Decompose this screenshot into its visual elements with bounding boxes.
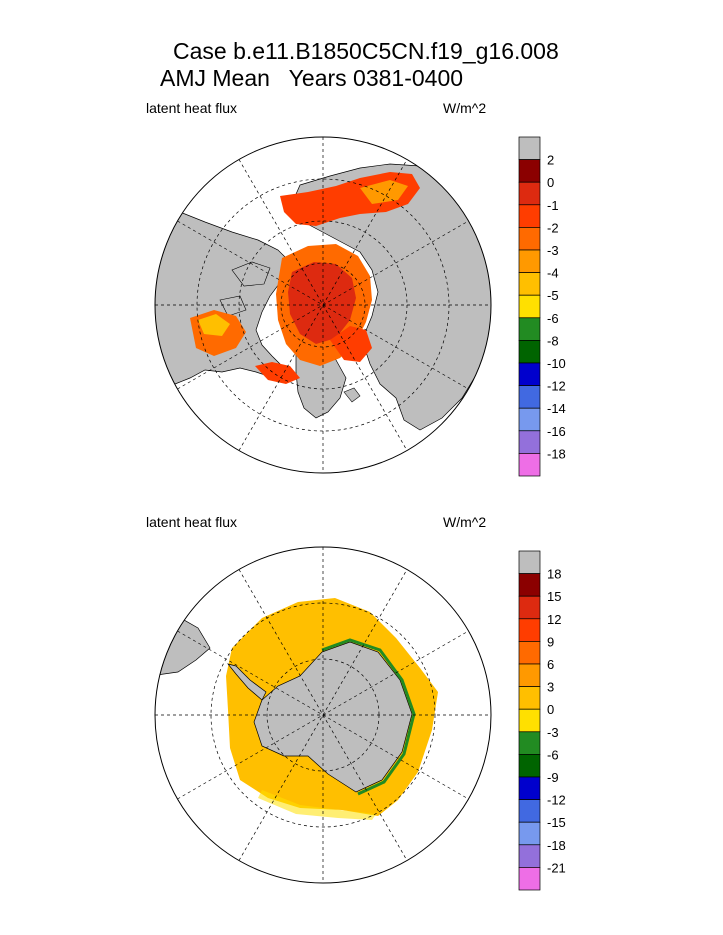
north-colorbar-tick-label-0: 2 bbox=[547, 153, 554, 168]
north-colorbar-box-10 bbox=[518, 362, 541, 386]
north-land-iceland bbox=[343, 387, 361, 403]
north-colorbar-tick-label-4: -3 bbox=[547, 243, 559, 258]
north-colorbar-box-3 bbox=[518, 204, 541, 228]
north-flux-kara-patch bbox=[360, 180, 408, 204]
south-colorbar-tick-label-1: 15 bbox=[547, 589, 561, 604]
north-colorbar-box-8 bbox=[518, 317, 541, 341]
south-land-antarctic-peninsula bbox=[227, 663, 267, 701]
south-colorbar-box-13 bbox=[518, 844, 541, 868]
north-map-border bbox=[154, 136, 492, 474]
south-colorbar-tick-label-10: -12 bbox=[547, 793, 566, 808]
south-colorbar-tick-label-9: -9 bbox=[547, 770, 559, 785]
north-flux-hudson bbox=[198, 314, 230, 336]
north-colorbar-box-6 bbox=[518, 272, 541, 296]
south-colorbar-box-1 bbox=[518, 573, 541, 597]
plot-title-line-1: Case b.e11.B1850C5CN.f19_g16.008 bbox=[173, 38, 559, 64]
south-colorbar-box-9 bbox=[518, 754, 541, 778]
plot-title-line-2: AMJ Mean Years 0381-0400 bbox=[160, 65, 464, 91]
north-colorbar-box-1 bbox=[518, 159, 541, 183]
south-flux-coastal-green bbox=[321, 638, 416, 796]
south-colorbar-box-4 bbox=[518, 641, 541, 665]
north-flux-greenland-sea bbox=[330, 326, 372, 362]
south-colorbar-tick-label-5: 3 bbox=[547, 680, 554, 695]
north-colorbar-tick-label-13: -18 bbox=[547, 446, 566, 461]
south-units-label: W/m^2 bbox=[443, 514, 487, 530]
south-colorbar-box-5 bbox=[518, 663, 541, 687]
north-colorbar-box-2 bbox=[518, 181, 541, 206]
north-colorbar-box-11 bbox=[518, 385, 541, 409]
north-colorbar-box-7 bbox=[518, 294, 541, 319]
north-colorbar-box-0 bbox=[518, 136, 541, 160]
north-colorbar-box-13 bbox=[518, 430, 541, 454]
south-colorbar-box-8 bbox=[518, 731, 541, 755]
north-colorbar-tick-label-1: 0 bbox=[547, 175, 554, 190]
south-colorbar-tick-label-6: 0 bbox=[547, 702, 554, 717]
north-colorbar-tick-label-11: -14 bbox=[547, 401, 566, 416]
south-map-border bbox=[154, 546, 492, 884]
north-colorbar-tick-label-2: -1 bbox=[547, 198, 559, 213]
north-colorbar-tick-label-12: -16 bbox=[547, 424, 566, 439]
south-colorbar-box-7 bbox=[518, 708, 541, 733]
south-colorbar-tick-label-8: -6 bbox=[547, 747, 559, 762]
south-colorbar-tick-label-4: 6 bbox=[547, 657, 554, 672]
south-colorbar-box-3 bbox=[518, 618, 541, 642]
south-flux-ring-outer-light bbox=[258, 790, 376, 820]
south-variable-label: latent heat flux bbox=[146, 514, 238, 530]
south-graticule bbox=[155, 547, 491, 883]
north-units-label: W/m^2 bbox=[443, 100, 487, 116]
south-colorbar-tick-label-0: 18 bbox=[547, 567, 561, 582]
north-colorbar-tick-label-5: -4 bbox=[547, 266, 559, 281]
north-colorbar-box-4 bbox=[518, 227, 541, 251]
south-colorbar-box-6 bbox=[518, 686, 541, 710]
south-colorbar-tick-label-12: -18 bbox=[547, 838, 566, 853]
north-flux-arctic-core bbox=[288, 262, 356, 344]
north-flux-labrador bbox=[255, 362, 300, 384]
north-colorbar-box-14 bbox=[518, 453, 541, 477]
south-colorbar-box-14 bbox=[518, 867, 541, 891]
north-colorbar-tick-label-3: -2 bbox=[547, 220, 559, 235]
north-land-arctic-islands bbox=[219, 261, 271, 317]
south-colorbar-box-12 bbox=[518, 821, 541, 846]
north-colorbar-tick-label-9: -10 bbox=[547, 356, 566, 371]
north-colorbar: 2 0 -1 -2 -3 -4 -5 -6 -8 -10 -12 -14 -16 -18 bbox=[518, 136, 566, 477]
south-land-antarctica bbox=[253, 641, 413, 793]
south-colorbar-tick-label-7: -3 bbox=[547, 725, 559, 740]
north-colorbar-tick-label-8: -8 bbox=[547, 333, 559, 348]
north-variable-label: latent heat flux bbox=[146, 100, 238, 116]
south-colorbar-tick-label-2: 12 bbox=[547, 612, 561, 627]
north-graticule bbox=[155, 137, 491, 473]
south-colorbar-tick-label-11: -15 bbox=[547, 815, 566, 830]
north-colorbar-tick-label-6: -5 bbox=[547, 288, 559, 303]
south-colorbar-box-11 bbox=[518, 799, 541, 823]
north-colorbar-box-12 bbox=[518, 407, 541, 432]
south-colorbar: 18 15 12 9 6 3 0 -3 -6 -9 -12 -15 -18 -21 bbox=[518, 550, 566, 891]
north-colorbar-box-5 bbox=[518, 249, 541, 273]
south-polar-map bbox=[154, 546, 492, 884]
south-colorbar-tick-label-13: -21 bbox=[547, 860, 566, 875]
north-colorbar-box-9 bbox=[518, 340, 541, 364]
south-colorbar-tick-label-3: 9 bbox=[547, 634, 554, 649]
north-land-north-america bbox=[155, 204, 291, 401]
north-polar-map bbox=[154, 136, 492, 474]
south-colorbar-box-0 bbox=[518, 550, 541, 574]
north-colorbar-tick-label-7: -6 bbox=[547, 311, 559, 326]
south-colorbar-box-2 bbox=[518, 595, 541, 620]
south-flux-ring bbox=[226, 598, 438, 816]
north-colorbar-tick-label-10: -12 bbox=[547, 379, 566, 394]
south-colorbar-box-10 bbox=[518, 776, 541, 800]
